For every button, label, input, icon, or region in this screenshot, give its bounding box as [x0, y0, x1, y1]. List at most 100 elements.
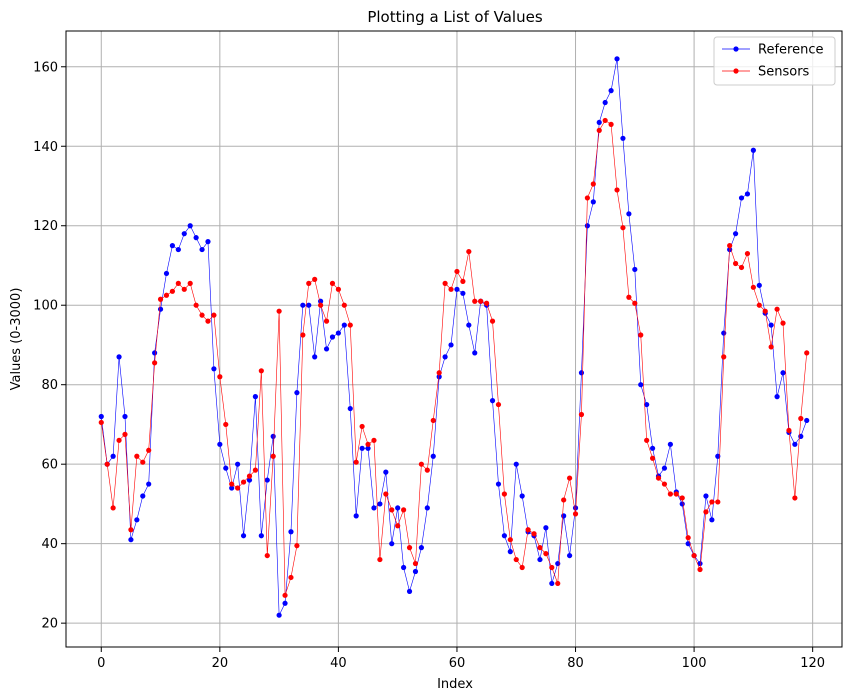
data-point [549, 564, 555, 571]
data-point [703, 493, 709, 499]
data-point [276, 308, 282, 314]
data-point [389, 541, 395, 547]
data-point [626, 294, 632, 300]
data-point [365, 441, 371, 447]
x-tick-label: 20 [212, 656, 229, 671]
data-point [270, 453, 276, 459]
data-point [193, 302, 199, 308]
data-point [282, 600, 288, 606]
data-point [572, 511, 579, 517]
data-point [715, 499, 721, 505]
data-point [780, 320, 786, 326]
data-point [288, 574, 294, 581]
data-point [620, 135, 626, 141]
data-point [323, 346, 330, 352]
series-line [100, 119, 808, 596]
data-point [300, 302, 306, 308]
data-point [442, 280, 448, 286]
data-point [632, 266, 638, 273]
data-point [555, 580, 561, 587]
data-point [578, 411, 585, 418]
data-point [667, 441, 673, 447]
data-point [661, 481, 668, 487]
data-point [448, 286, 454, 292]
data-point [401, 564, 407, 571]
data-point [246, 473, 253, 479]
data-point [513, 461, 519, 467]
series-sensors [98, 117, 810, 598]
data-point [229, 485, 235, 491]
legend-entry: Reference [722, 43, 823, 58]
data-point [667, 491, 673, 497]
data-point [768, 322, 774, 328]
data-point [448, 342, 454, 348]
data-point [163, 292, 170, 298]
data-point [122, 413, 128, 420]
data-point [466, 248, 472, 255]
data-point [193, 235, 199, 241]
data-point [590, 181, 596, 187]
data-point [525, 527, 531, 533]
data-point [412, 560, 419, 567]
data-point [395, 523, 401, 529]
data-point [478, 298, 484, 304]
data-point [424, 467, 430, 473]
data-point [98, 419, 104, 426]
data-point [152, 350, 158, 356]
data-point [744, 250, 751, 257]
data-point [312, 354, 318, 360]
data-point [507, 549, 513, 555]
data-point [329, 280, 336, 286]
y-tick-label: 140 [33, 140, 58, 155]
legend-label: Sensors [758, 65, 810, 80]
data-point [543, 525, 549, 531]
data-point [223, 421, 229, 428]
y-tick-label: 20 [41, 617, 58, 632]
data-point [169, 243, 176, 249]
data-point [146, 447, 152, 453]
data-point [175, 246, 181, 253]
data-point [134, 453, 140, 459]
data-point [169, 288, 176, 294]
data-point [792, 495, 798, 501]
data-point [312, 276, 318, 282]
data-point [294, 390, 300, 396]
legend-marker [733, 68, 739, 74]
data-point [276, 612, 282, 618]
y-tick-label: 160 [33, 60, 58, 75]
data-point [780, 370, 786, 376]
legend-label: Reference [758, 43, 823, 58]
data-point [638, 382, 644, 388]
data-point [762, 308, 768, 314]
data-point [175, 280, 181, 286]
data-point [738, 195, 745, 201]
data-point [371, 437, 377, 443]
data-point [116, 437, 122, 443]
data-point [246, 477, 253, 483]
data-point [472, 350, 478, 356]
data-point [436, 374, 442, 380]
data-point [466, 322, 472, 328]
data-point [744, 191, 751, 197]
data-point [240, 533, 247, 539]
data-point [501, 533, 507, 539]
data-point [584, 223, 590, 229]
data-point [774, 306, 780, 312]
data-point [270, 433, 276, 439]
data-point [460, 278, 466, 284]
data-point [519, 564, 525, 571]
data-point [584, 195, 590, 201]
data-point [608, 88, 614, 94]
data-point [768, 344, 774, 350]
data-point [323, 318, 330, 324]
data-point [596, 119, 602, 126]
data-point [614, 187, 620, 193]
data-point [561, 497, 567, 503]
data-point [561, 513, 567, 519]
data-point [537, 556, 543, 563]
data-point [489, 398, 496, 404]
data-point [406, 545, 413, 551]
data-point [661, 465, 668, 471]
data-point [377, 556, 383, 563]
data-point [128, 527, 134, 533]
